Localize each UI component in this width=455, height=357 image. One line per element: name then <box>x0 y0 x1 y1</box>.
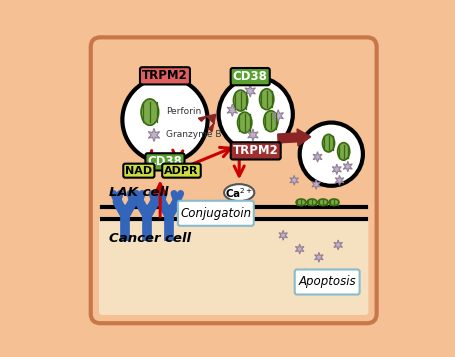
FancyBboxPatch shape <box>294 270 359 295</box>
Ellipse shape <box>233 90 247 111</box>
Polygon shape <box>198 114 215 132</box>
FancyBboxPatch shape <box>177 201 253 226</box>
FancyBboxPatch shape <box>99 217 368 315</box>
Polygon shape <box>244 85 255 97</box>
Text: Ca$^{2+}$: Ca$^{2+}$ <box>225 186 253 200</box>
Ellipse shape <box>259 89 273 110</box>
Text: Cancer cell: Cancer cell <box>108 231 190 245</box>
Ellipse shape <box>223 184 254 201</box>
Text: Granzyme B: Granzyme B <box>166 130 222 140</box>
Polygon shape <box>227 104 237 116</box>
FancyBboxPatch shape <box>91 37 376 323</box>
Polygon shape <box>333 240 342 250</box>
Polygon shape <box>312 152 321 162</box>
Text: Apoptosis: Apoptosis <box>298 276 355 288</box>
Text: ADPR: ADPR <box>164 166 198 176</box>
Text: CD38: CD38 <box>232 70 267 83</box>
Polygon shape <box>311 180 320 189</box>
Polygon shape <box>314 252 323 262</box>
Text: TRPM2: TRPM2 <box>142 69 187 82</box>
Polygon shape <box>277 129 310 146</box>
Ellipse shape <box>337 143 349 160</box>
Ellipse shape <box>306 199 316 206</box>
Polygon shape <box>273 110 283 122</box>
Ellipse shape <box>295 199 305 206</box>
Polygon shape <box>289 175 298 185</box>
Polygon shape <box>300 269 309 279</box>
Ellipse shape <box>318 199 327 206</box>
Text: NAD: NAD <box>125 166 152 176</box>
Polygon shape <box>343 161 352 172</box>
Text: Perforin: Perforin <box>166 107 201 116</box>
Circle shape <box>218 77 292 151</box>
Polygon shape <box>278 230 287 240</box>
Ellipse shape <box>263 111 278 132</box>
Text: TRPM2: TRPM2 <box>233 144 278 157</box>
Ellipse shape <box>329 199 338 206</box>
Text: CD38: CD38 <box>147 155 182 169</box>
Polygon shape <box>247 129 258 141</box>
Ellipse shape <box>322 134 334 152</box>
Polygon shape <box>334 175 343 185</box>
Polygon shape <box>332 164 340 175</box>
Circle shape <box>299 122 362 186</box>
Polygon shape <box>295 244 303 254</box>
Ellipse shape <box>141 99 158 125</box>
Circle shape <box>122 77 207 162</box>
Polygon shape <box>148 128 159 141</box>
Ellipse shape <box>237 112 251 133</box>
Text: LAK cell: LAK cell <box>108 186 168 199</box>
Text: Conjugatoin: Conjugatoin <box>180 207 251 220</box>
